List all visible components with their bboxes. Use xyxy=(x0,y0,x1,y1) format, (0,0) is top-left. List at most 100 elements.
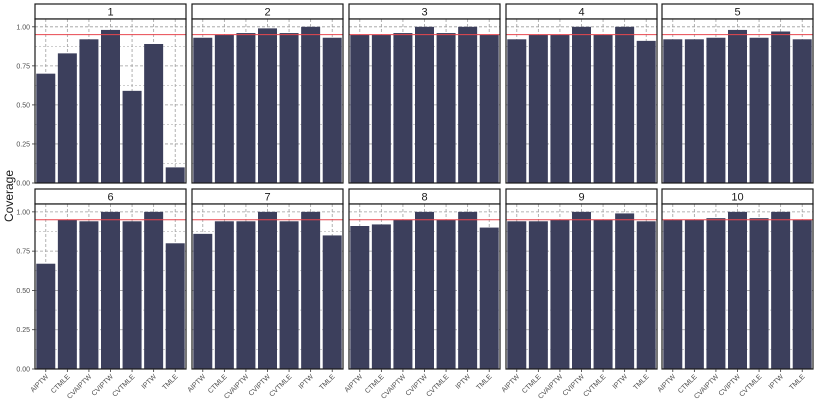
bar-cvtmle xyxy=(436,33,456,183)
x-tick-label: CVTMLE xyxy=(268,373,293,398)
x-tick-label: TMLE xyxy=(788,373,806,391)
bar-iptw xyxy=(144,43,164,183)
bar-cvaiptw xyxy=(79,39,99,183)
y-tick-label: 0.00 xyxy=(16,367,30,374)
bar-aiptw xyxy=(193,233,213,369)
bar-cvtmle xyxy=(749,37,769,183)
facet-title: 3 xyxy=(421,7,427,19)
bar-cvtmle xyxy=(593,34,613,183)
x-tick-label: CVTMLE xyxy=(582,373,607,398)
bar-cvaiptw xyxy=(236,33,256,183)
bar-cviptw xyxy=(415,26,434,183)
bar-cviptw xyxy=(728,29,747,183)
x-tick-label: CVTMLE xyxy=(111,373,136,398)
x-tick-label: AIPTW xyxy=(30,373,51,394)
bar-cvaiptw xyxy=(79,221,99,369)
bar-cviptw xyxy=(728,211,747,369)
x-tick-label: CVTMLE xyxy=(738,373,763,398)
facet-title: 10 xyxy=(731,192,743,204)
bar-ctmle xyxy=(684,39,704,183)
bar-cvaiptw xyxy=(236,221,256,369)
bar-ctmle xyxy=(528,34,548,183)
bar-cviptw xyxy=(258,211,277,369)
facet-title: 1 xyxy=(107,7,113,19)
bar-cviptw xyxy=(101,211,120,369)
panel-border xyxy=(505,18,658,184)
bar-aiptw xyxy=(193,37,213,183)
bar-cvaiptw xyxy=(550,219,570,369)
bar-tmle xyxy=(479,34,499,183)
facet-title: 9 xyxy=(578,192,584,204)
facet-title: 6 xyxy=(107,192,113,204)
facet-title: 7 xyxy=(264,192,270,204)
bar-iptw xyxy=(144,211,164,369)
x-tick-label: AIPTW xyxy=(187,373,208,394)
bar-tmle xyxy=(792,219,812,369)
bar-aiptw xyxy=(36,263,56,369)
x-tick-label: AIPTW xyxy=(657,373,678,394)
x-tick-label: IPTW xyxy=(298,373,316,391)
bar-cviptw xyxy=(415,211,434,369)
bar-cviptw xyxy=(572,26,591,183)
facet-title: 8 xyxy=(421,192,427,204)
x-tick-label: IPTW xyxy=(141,373,159,391)
bar-cvtmle xyxy=(749,218,769,369)
facet-title: 4 xyxy=(578,7,584,19)
bar-cviptw xyxy=(572,211,591,369)
bar-iptw xyxy=(458,211,478,369)
y-tick-label: 0.50 xyxy=(16,288,30,295)
bar-tmle xyxy=(322,235,342,369)
x-tick-label: CVTMLE xyxy=(425,373,450,398)
bar-ctmle xyxy=(214,221,234,369)
y-tick-label: 0.50 xyxy=(16,102,30,109)
bar-cvaiptw xyxy=(550,34,570,183)
bar-ctmle xyxy=(57,53,77,183)
bar-aiptw xyxy=(507,221,527,369)
bar-tmle xyxy=(322,37,342,183)
bar-tmle xyxy=(636,40,656,183)
x-tick-label: TMLE xyxy=(632,373,650,391)
x-tick-label: TMLE xyxy=(161,373,179,391)
bar-ctmle xyxy=(371,224,391,369)
x-tick-label: IPTW xyxy=(455,373,473,391)
y-tick-label: 0.00 xyxy=(16,181,30,188)
y-tick-label: 1.00 xyxy=(16,24,30,31)
facet-title: 5 xyxy=(734,7,740,19)
x-tick-label: AIPTW xyxy=(501,373,522,394)
y-tick-label: 1.00 xyxy=(16,209,30,216)
bar-cvtmle xyxy=(436,219,456,369)
bar-iptw xyxy=(458,26,478,183)
bar-tmle xyxy=(479,227,499,369)
bar-ctmle xyxy=(57,219,77,369)
bar-iptw xyxy=(771,211,791,369)
y-tick-label: 0.75 xyxy=(16,249,30,256)
bar-cvtmle xyxy=(122,90,142,183)
bar-tmle xyxy=(165,243,185,369)
x-tick-label: TMLE xyxy=(318,373,336,391)
bar-ctmle xyxy=(528,221,548,369)
bar-tmle xyxy=(165,167,185,183)
bar-cvaiptw xyxy=(393,33,413,183)
y-axis-label: Coverage xyxy=(2,170,16,222)
bar-iptw xyxy=(615,213,635,369)
bar-cvaiptw xyxy=(706,218,726,369)
bar-ctmle xyxy=(371,34,391,183)
facet-title: 2 xyxy=(264,7,270,19)
bar-cvtmle xyxy=(279,221,299,369)
x-tick-label: TMLE xyxy=(475,373,493,391)
bar-aiptw xyxy=(663,39,683,183)
bar-iptw xyxy=(615,26,635,183)
bar-tmle xyxy=(636,221,656,369)
bar-aiptw xyxy=(663,219,683,369)
bar-ctmle xyxy=(684,219,704,369)
x-tick-label: IPTW xyxy=(768,373,786,391)
bar-aiptw xyxy=(36,73,56,183)
bar-aiptw xyxy=(507,39,527,183)
bar-cvaiptw xyxy=(706,37,726,183)
panel-border xyxy=(348,18,501,184)
panel-border xyxy=(191,18,344,184)
bar-cvtmle xyxy=(279,33,299,183)
bar-cviptw xyxy=(258,28,277,183)
bar-tmle xyxy=(792,39,812,183)
